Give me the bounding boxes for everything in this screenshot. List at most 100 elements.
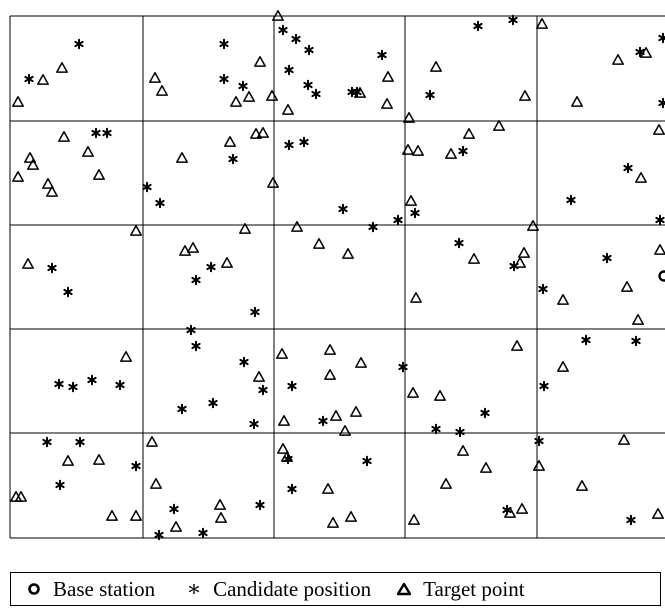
target-point [342,248,354,259]
target-point [339,425,351,436]
base-station-icon [23,577,45,602]
target-point [407,387,419,398]
target-point [120,351,132,362]
target-point [254,56,266,67]
target-point [457,445,469,456]
target-point [230,96,242,107]
target-point [557,361,569,372]
candidate-position [47,262,57,274]
target-point [412,145,424,156]
target-point [58,131,70,142]
candidate-position [338,203,348,215]
candidate-position [75,436,85,448]
asterisk-icon: ∗ [186,576,202,601]
target-point [652,508,664,519]
target-point [46,186,58,197]
candidate-position [539,380,549,392]
candidate-position [368,221,378,233]
target-point [430,61,442,72]
target-point [322,483,334,494]
candidate-position [68,381,78,393]
candidate-position [425,89,435,101]
target-point [324,344,336,355]
candidate-position [473,20,483,32]
candidate-position [284,139,294,151]
target-point [12,96,24,107]
target-point [402,144,414,155]
target-point [408,514,420,525]
target-point [176,152,188,163]
candidate-position [626,514,636,526]
candidate-position [311,88,321,100]
candidate-position [238,80,248,92]
target-point [150,478,162,489]
target-point [516,503,528,514]
target-point [463,128,475,139]
candidate-position [74,38,84,50]
target-point [345,511,357,522]
candidate-position [431,423,441,435]
target-point [330,410,342,421]
target-point [272,10,284,21]
target-point [276,348,288,359]
target-point [106,510,118,521]
candidate-position [352,86,362,98]
target-point [266,90,278,101]
target-point [612,54,624,65]
target-point [278,415,290,426]
target-point [221,257,233,268]
target-point [62,455,74,466]
target-point [27,159,39,170]
candidate-position [534,435,544,447]
target-point [355,357,367,368]
target-point [22,258,34,269]
target-point [37,74,49,85]
target-point [130,225,142,236]
candidate-position [255,499,265,511]
target-point [653,124,665,135]
target-point [382,71,394,82]
candidate-position [228,153,238,165]
target-point [239,223,251,234]
target-point [250,128,262,139]
target-point [149,72,161,83]
candidate-position [219,38,229,50]
candidate-position [42,436,52,448]
candidate-position [480,407,490,419]
candidate-position [239,356,249,368]
legend-label-base-station: Base station [53,576,156,601]
candidate-position [283,453,293,465]
target-point [576,480,588,491]
candidate-position [191,274,201,286]
target-point [621,281,633,292]
candidate-position [635,46,645,58]
target-point [445,148,457,159]
candidate-position [502,504,512,516]
candidate-position [177,403,187,415]
candidate-position [208,397,218,409]
target-point [527,220,539,231]
target-point [632,314,644,325]
candidate-position [206,261,216,273]
target-point [93,454,105,465]
candidate-position [602,252,612,264]
candidate-position [287,483,297,495]
target-point [519,90,531,101]
target-point [243,91,255,102]
candidate-position [393,214,403,226]
candidate-position [284,64,294,76]
candidate-position [454,237,464,249]
candidate-position [278,24,288,36]
candidate-position [258,384,268,396]
candidate-position [410,207,420,219]
target-point [518,247,530,258]
candidate-position [655,214,665,226]
target-point [511,340,523,351]
candidate-position [24,73,34,85]
target-point [267,177,279,188]
target-point [493,120,505,131]
target-point [179,245,191,256]
candidate-position [455,426,465,438]
candidate-position [191,340,201,352]
target-point [187,242,199,253]
